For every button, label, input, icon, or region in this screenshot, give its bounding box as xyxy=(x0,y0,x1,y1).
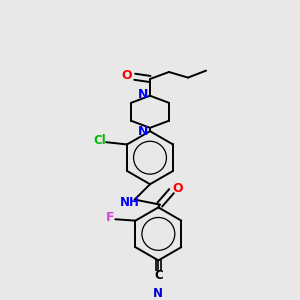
Text: N: N xyxy=(138,125,148,138)
Text: Cl: Cl xyxy=(94,134,106,147)
Text: N: N xyxy=(138,88,148,101)
Text: NH: NH xyxy=(120,196,140,209)
Text: N: N xyxy=(153,287,164,300)
Text: O: O xyxy=(172,182,183,195)
Text: O: O xyxy=(122,69,132,82)
Text: F: F xyxy=(106,212,114,224)
Text: C: C xyxy=(154,269,163,282)
